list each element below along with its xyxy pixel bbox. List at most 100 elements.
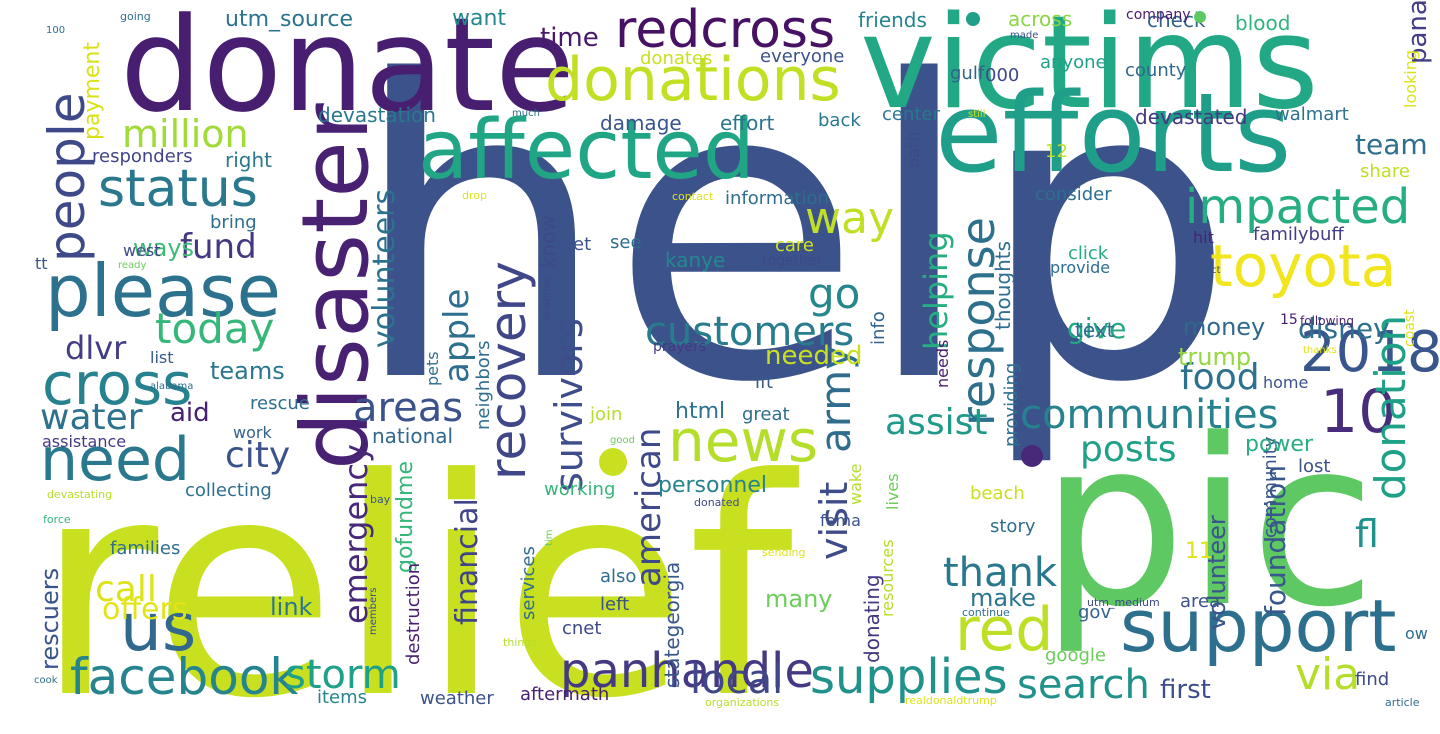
cloud-word-way: way — [805, 193, 894, 244]
cloud-word-also: also — [600, 566, 637, 587]
cloud-word-000: 000 — [985, 65, 1020, 86]
cloud-word-devastated: devastated — [1135, 105, 1248, 129]
cloud-word-let: let — [568, 234, 592, 255]
cloud-word-damage: damage — [600, 111, 682, 135]
cloud-word-devastation: devastation — [318, 103, 436, 127]
cloud-word-drop: drop — [462, 189, 487, 202]
cloud-word-collecting: collecting — [185, 480, 272, 501]
cloud-word-news: news — [668, 407, 819, 475]
cloud-word-gov: gov — [1078, 602, 1112, 623]
cloud-word-items: items — [317, 687, 368, 708]
cloud-word-great: great — [742, 404, 790, 425]
cloud-word-please: please — [45, 249, 281, 333]
cloud-word-made: made — [1010, 30, 1039, 41]
cloud-word-beach: beach — [970, 483, 1025, 504]
cloud-word-members: members — [368, 587, 379, 635]
cloud-word-tim: tim — [544, 529, 555, 546]
cloud-word-money: money — [1183, 313, 1266, 341]
cloud-dot-0 — [966, 12, 980, 26]
cloud-word-power: power — [1245, 432, 1313, 457]
cloud-word-everyone: everyone — [760, 46, 845, 67]
cloud-word-volunteers: volunteers — [367, 188, 402, 348]
cloud-word-prayers: prayers — [653, 339, 707, 355]
cloud-word-info: info — [868, 311, 889, 345]
cloud-word-needed: needed — [765, 341, 863, 371]
cloud-word-text: text — [1075, 318, 1115, 342]
cloud-word-volunteer: volunteer — [1203, 515, 1231, 630]
cloud-word-care: care — [775, 235, 815, 256]
cloud-word-coast: coast — [1402, 309, 1418, 347]
cloud-word-neighbors: neighbors — [473, 340, 494, 430]
cloud-word-via: via — [1295, 649, 1361, 700]
cloud-word-pic: pic — [1040, 391, 1377, 658]
cloud-word-continue: continue — [962, 606, 1010, 619]
cloud-word-following: following — [1300, 314, 1354, 328]
cloud-word-work: work — [233, 423, 272, 442]
cloud-word-ift: ift — [755, 372, 774, 393]
cloud-word-posts: posts — [1080, 429, 1177, 470]
cloud-word-story: story — [990, 516, 1036, 537]
cloud-word-aid: aid — [170, 398, 210, 428]
cloud-word-destruction: destruction — [403, 562, 424, 665]
cloud-word-search: search — [1017, 662, 1150, 708]
cloud-word-victims: victims — [860, 0, 1319, 138]
cloud-word-html: html — [675, 399, 726, 424]
cloud-word-charities: charities — [542, 277, 553, 320]
cloud-word-assist: assist — [885, 402, 988, 443]
cloud-word-effort: effort — [720, 111, 775, 135]
cloud-word-families: families — [110, 538, 181, 559]
cloud-word-panhandle: panhandle — [560, 643, 814, 699]
cloud-word-together: together — [762, 253, 823, 269]
cloud-word-11: 11 — [1185, 539, 1213, 564]
cloud-word-donates: donates — [640, 48, 713, 69]
cloud-word-fund: fund — [180, 227, 257, 267]
cloud-word-contact: contact — [672, 190, 714, 203]
cloud-word-disney: disney — [1298, 312, 1390, 345]
cloud-word-tt: tt — [35, 254, 48, 273]
cloud-word-center: center — [882, 104, 940, 125]
cloud-word-fema: fema — [820, 511, 861, 530]
cloud-word-give: give — [1067, 312, 1127, 345]
cloud-word-want: want — [452, 6, 507, 31]
cloud-word-red: red — [955, 595, 1054, 665]
cloud-word-areas: areas — [353, 385, 464, 431]
cloud-word-offers: offers — [102, 592, 188, 627]
cloud-word-left: left — [600, 594, 630, 615]
cloud-word-relief: relief — [35, 415, 794, 734]
cloud-word-resources: resources — [878, 539, 897, 617]
cloud-word-aftermath: aftermath — [520, 684, 610, 705]
cloud-word-bay: bay — [370, 493, 391, 506]
cloud-word-see: see — [610, 232, 642, 253]
cloud-word-lost: lost — [1298, 456, 1331, 477]
cloud-word-click: click — [1068, 243, 1109, 264]
cloud-word-county: county — [1125, 60, 1187, 81]
cloud-word-thanks: thanks — [1303, 345, 1337, 356]
cloud-word-things: things — [503, 636, 538, 649]
cloud-dot-2 — [599, 448, 627, 476]
cloud-word-us: us — [120, 589, 197, 666]
cloud-word-right: right — [225, 148, 272, 172]
cloud-word-utm-source: utm_source — [225, 7, 354, 32]
cloud-word-many: many — [765, 585, 833, 613]
cloud-word-efforts: efforts — [935, 69, 1292, 197]
cloud-word-ow: ow — [1405, 624, 1428, 643]
cloud-word-weather: weather — [420, 688, 494, 709]
cloud-word-organizations: organizations — [705, 696, 780, 709]
cloud-word-ways: ways — [133, 234, 195, 262]
cloud-word-rescue: rescue — [250, 393, 310, 414]
cloud-word-article: article — [1385, 696, 1420, 709]
cloud-word-payment: payment — [80, 41, 105, 140]
cloud-word-google: google — [1045, 645, 1106, 666]
cloud-word-helping: helping — [917, 231, 955, 350]
cloud-word-gulf: gulf — [950, 63, 985, 84]
cloud-word-realdonaldtrump: realdonaldtrump — [905, 694, 997, 707]
cloud-word-donations: donations — [545, 45, 841, 115]
cloud-word-teams: teams — [210, 357, 285, 385]
cloud-word-communities: communities — [1020, 392, 1279, 438]
cloud-word-affected: affected — [418, 103, 755, 198]
cloud-word-consider: consider — [1035, 184, 1112, 205]
cloud-word-thoughts: thoughts — [991, 240, 1015, 330]
cloud-word-devastating: devastating — [47, 488, 113, 501]
cloud-word-providing: providing — [1001, 362, 1022, 447]
